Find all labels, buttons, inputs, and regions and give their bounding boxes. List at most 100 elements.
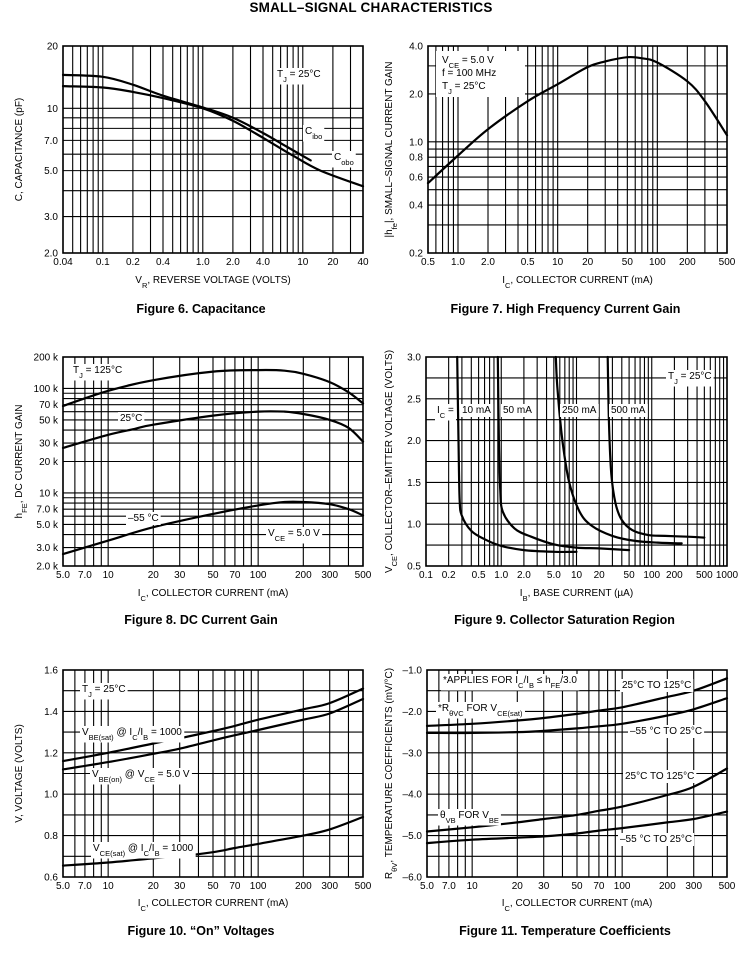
y-axis-label: |hfe|, SMALL–SIGNAL CURRENT GAIN (384, 62, 399, 238)
x-tick-label: 200 (659, 881, 676, 892)
plot-frame (426, 669, 728, 878)
x-tick-label: 50 (622, 257, 634, 268)
y-tick-label: 70 k (39, 400, 59, 411)
y-tick-label: 2.0 k (36, 562, 59, 573)
fig9-annotation: IC = (437, 405, 454, 420)
fig11-chart: *APPLIES FOR IC/IB ≤ hFE/3.0 *RθVC FOR VC… (384, 666, 736, 939)
annotation-background (275, 68, 323, 85)
fig11-annotation: –55 °C TO 25°C (630, 726, 702, 737)
annotation-background (460, 404, 494, 417)
figure-caption: Figure 9. Collector Saturation Region (454, 613, 675, 627)
x-tick-label: 0.2 (442, 570, 456, 581)
figure-caption: Figure 11. Temperature Coefficients (459, 924, 671, 938)
x-tick-label: 100 (250, 881, 267, 892)
y-tick-label: –4.0 (403, 790, 423, 801)
x-tick-label: 500 (355, 881, 372, 892)
fig10-series-0-line (61, 687, 365, 763)
y-tick-label: 1.6 (44, 666, 58, 677)
annotation-background (560, 404, 599, 417)
annotation-background (435, 404, 456, 421)
x-tick-label: 50 (571, 881, 583, 892)
fig11-annotation: θVB FOR VBE (440, 810, 499, 825)
y-tick-label: 2.0 (407, 436, 421, 447)
x-tick-label: 200 (679, 257, 696, 268)
y-tick-label: 3.0 k (36, 543, 59, 554)
x-tick-label: 4.0 (256, 257, 270, 268)
figure-caption: Figure 10. “On” Voltages (127, 924, 274, 938)
y-tick-label: –5.0 (403, 831, 423, 842)
x-tick-label: 300 (321, 881, 338, 892)
x-tick-label: 1000 (716, 570, 739, 581)
fig9-series-1-line (496, 355, 631, 552)
fig8-annotation: VCE = 5.0 V (268, 528, 320, 543)
y-tick-label: 2.0 (409, 89, 423, 100)
x-tick-label: 300 (685, 881, 702, 892)
x-tick-label: 30 (174, 570, 186, 581)
x-tick-label: 200 (666, 570, 683, 581)
fig6-annotation: Cobo (334, 152, 354, 167)
x-tick-label: 500 (719, 257, 736, 268)
y-tick-label: 2.0 (44, 249, 58, 260)
x-tick-label: 7.0 (442, 881, 456, 892)
fig7-annotation: VCE = 5.0 V (442, 55, 494, 70)
annotation-background (71, 364, 125, 381)
fig11-annotation: 25°C TO 125°C (625, 771, 694, 782)
x-axis-label: IC, COLLECTOR CURRENT (mA) (502, 898, 653, 913)
x-tick-label: 5.0 (420, 881, 434, 892)
x-tick-label: 5.0 (56, 881, 70, 892)
y-tick-label: 7.0 (44, 136, 58, 147)
y-tick-label: 20 k (39, 457, 59, 468)
annotation-background (126, 512, 161, 525)
x-tick-label: 0.5 (472, 570, 486, 581)
x-axis-label: IB, BASE CURRENT (µA) (520, 588, 633, 603)
x-tick-label: 2.0 (517, 570, 531, 581)
x-tick-label: 10 (552, 257, 564, 268)
fig6-annotation: TJ = 25°C (277, 69, 321, 84)
y-tick-label: 1.0 (409, 137, 423, 148)
fig8-series-0-line (61, 368, 365, 408)
x-tick-label: 20 (582, 257, 594, 268)
annotation-background (623, 770, 697, 783)
x-tick-label: 1.0 (451, 257, 465, 268)
fig8-series-1-line (61, 410, 365, 449)
x-tick-label: 70 (229, 881, 241, 892)
y-tick-label: 0.8 (44, 831, 58, 842)
y-tick-label: 4.0 (409, 42, 423, 53)
fig7-annotation: TJ = 25°C (442, 81, 486, 96)
annotation-background (609, 404, 648, 417)
fig11-annotation: 25°C TO 125°C (622, 680, 691, 691)
y-tick-label: 2.5 (407, 394, 421, 405)
plot-frame (62, 669, 364, 878)
fig8-annotation: –55 °C (128, 513, 159, 524)
y-tick-label: 1.0 (407, 520, 421, 531)
fig7-series-0-line (426, 55, 729, 185)
y-tick-label: 200 k (34, 353, 59, 364)
x-tick-label: 100 (250, 570, 267, 581)
annotation-background (80, 683, 128, 700)
x-tick-label: 30 (174, 881, 186, 892)
x-tick-label: 100 (649, 257, 666, 268)
x-tick-label: 100 (614, 881, 631, 892)
y-tick-label: 0.5 (407, 562, 421, 573)
x-axis-label: IC, COLLECTOR CURRENT (mA) (138, 588, 289, 603)
x-tick-label: 30 (538, 881, 550, 892)
x-tick-label: 0.1 (96, 257, 110, 268)
x-tick-label: 1.0 (494, 570, 508, 581)
x-tick-label: 0.2 (126, 257, 140, 268)
y-tick-label: 1.2 (44, 748, 58, 759)
x-tick-label: 1.0 (196, 257, 210, 268)
x-tick-label: 0.5 (421, 257, 435, 268)
y-tick-label: 1.5 (407, 478, 421, 489)
figure-caption: Figure 7. High Frequency Current Gain (451, 302, 681, 316)
fig9-series-2-line (554, 355, 683, 545)
fig9-annotation: 500 mA (611, 405, 646, 416)
y-axis-label: hFE, DC CURRENT GAIN (14, 405, 29, 519)
x-tick-label: 500 (355, 570, 372, 581)
fig8-series-2-line (61, 500, 365, 556)
x-tick-label: 500 (696, 570, 713, 581)
x-tick-label: 10 (103, 881, 115, 892)
figure-caption: Figure 6. Capacitance (136, 302, 265, 316)
plot-frame (425, 356, 728, 567)
y-axis-label: V, VOLTAGE (VOLTS) (14, 724, 25, 823)
